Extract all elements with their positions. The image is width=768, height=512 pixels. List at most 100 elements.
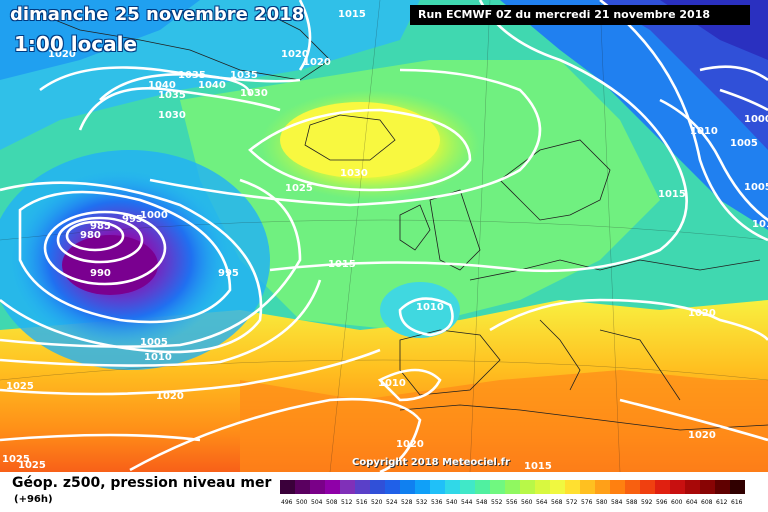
isobar-label: 1020 (281, 49, 309, 60)
scale-swatch (610, 480, 625, 494)
scale-swatch (355, 480, 370, 494)
isobar-label: 1020 (303, 57, 331, 68)
scale-swatch (490, 480, 505, 494)
weather-map-canvas: 1015 1020 1020 1020 1035 1035 1040 1040 … (0, 0, 768, 472)
scale-swatch (625, 480, 640, 494)
isobar-1000-east (699, 65, 768, 82)
coast-ireland (399, 204, 431, 251)
isobar-label: 1000 (140, 210, 168, 221)
scale-swatch (685, 480, 700, 494)
isobar-lines (0, 0, 768, 472)
field-northwest-dark (0, 0, 200, 80)
scale-label: 564 (536, 499, 548, 506)
isobar-label: 1030 (158, 110, 186, 121)
isobar-label: 1000 (744, 114, 768, 125)
scale-label: 580 (596, 499, 608, 506)
field-low-center (62, 235, 158, 295)
scale-label: 572 (566, 499, 578, 506)
weather-map: 1015 1020 1020 1020 1035 1035 1040 1040 … (0, 0, 768, 472)
isobar-1015 (269, 0, 688, 273)
scale-swatch (715, 480, 730, 494)
isobar-label: 980 (80, 230, 101, 241)
isobar-980 (65, 220, 125, 252)
isobar-1010-spain (377, 368, 442, 402)
isobar-1020-southeast (129, 397, 422, 472)
isobar-label: 1025 (285, 183, 313, 194)
scale-swatch (295, 480, 310, 494)
scale-label: 508 (326, 499, 338, 506)
isobar-1000 (0, 181, 263, 354)
isobar-1005-east (719, 88, 768, 112)
scale-label: 596 (656, 499, 668, 506)
scale-label: 528 (401, 499, 413, 506)
time-title: 1:00 locale (14, 32, 138, 56)
isobar-label: 1005 (730, 138, 758, 149)
isobar-1035 (39, 66, 301, 92)
isobar-label: 1005 (140, 337, 168, 348)
scale-label: 588 (626, 499, 638, 506)
isobar-1010-east (659, 98, 768, 222)
isobar-label: 1020 (396, 439, 424, 450)
scale-swatch (280, 480, 295, 494)
scale-label: 500 (296, 499, 308, 506)
isobar-label: 1005 (744, 182, 768, 193)
scale-swatch (520, 480, 535, 494)
scale-label: 576 (581, 499, 593, 506)
scale-label: 512 (341, 499, 353, 506)
isobar-label: 1025 (6, 381, 34, 392)
field-south-orange (240, 370, 768, 472)
date-title: dimanche 25 novembre 2018 (10, 4, 305, 25)
isobar-label: 990 (90, 268, 111, 279)
scale-label: 592 (641, 499, 653, 506)
scale-swatch (340, 480, 355, 494)
scale-label: 532 (416, 499, 428, 506)
scale-label: 516 (356, 499, 368, 506)
scale-swatch (370, 480, 385, 494)
color-scale: 496 500 504 508 512 516 520 524 528 532 536 540 544 5… (280, 480, 745, 506)
scale-label: 604 (686, 499, 698, 506)
copyright: Copyright 2018 Meteociel.fr (352, 457, 510, 468)
run-info: Run ECMWF 0Z du mercredi 21 novembre 201… (410, 5, 750, 25)
isobar-label: 1020 (156, 391, 184, 402)
scale-label: 520 (371, 499, 383, 506)
scale-label: 544 (461, 499, 473, 506)
coast-north-africa (399, 404, 768, 431)
scale-swatch (640, 480, 655, 494)
scale-label: 504 (311, 499, 323, 506)
scale-swatch (580, 480, 595, 494)
isobar-label: 1010 (144, 352, 172, 363)
scale-label: 608 (701, 499, 713, 506)
scale-label: 560 (521, 499, 533, 506)
coast-balkans (599, 329, 681, 401)
isobar-1010 (0, 279, 322, 367)
legend-bar: Géop. z500, pression niveau mer (+96h) 4… (0, 472, 768, 512)
isobar-1020-se (619, 398, 768, 442)
isobar-label: 1030 (340, 168, 368, 179)
coast-iberia (399, 329, 501, 396)
isobar-label: 1015 (658, 189, 686, 200)
isobar-1015-east (599, 0, 768, 242)
scale-swatch (535, 480, 550, 494)
scale-label: 556 (506, 499, 518, 506)
isobar-985 (56, 216, 144, 264)
isobar-1030 (248, 108, 472, 192)
scale-swatch (400, 480, 415, 494)
isobar-label: 1020 (688, 308, 716, 319)
scale-label: 568 (551, 499, 563, 506)
scale-label: 536 (431, 499, 443, 506)
scale-swatch (475, 480, 490, 494)
isobar-labels: 1015 1020 1020 1020 1035 1035 1040 1040 … (2, 9, 768, 472)
scale-swatch (430, 480, 445, 494)
scale-swatch (445, 480, 460, 494)
legend-subtitle: (+96h) (14, 494, 53, 505)
isobar-label: 1030 (240, 88, 268, 99)
scale-swatch (460, 480, 475, 494)
isobar-1040 (99, 73, 252, 101)
scale-swatch (700, 480, 715, 494)
isobar-label: 995 (218, 268, 239, 279)
isobar-label: 1040 (198, 80, 226, 91)
scale-label: 616 (731, 499, 743, 506)
coast-italy (539, 319, 581, 391)
scale-swatch (385, 480, 400, 494)
scale-swatch (655, 480, 670, 494)
